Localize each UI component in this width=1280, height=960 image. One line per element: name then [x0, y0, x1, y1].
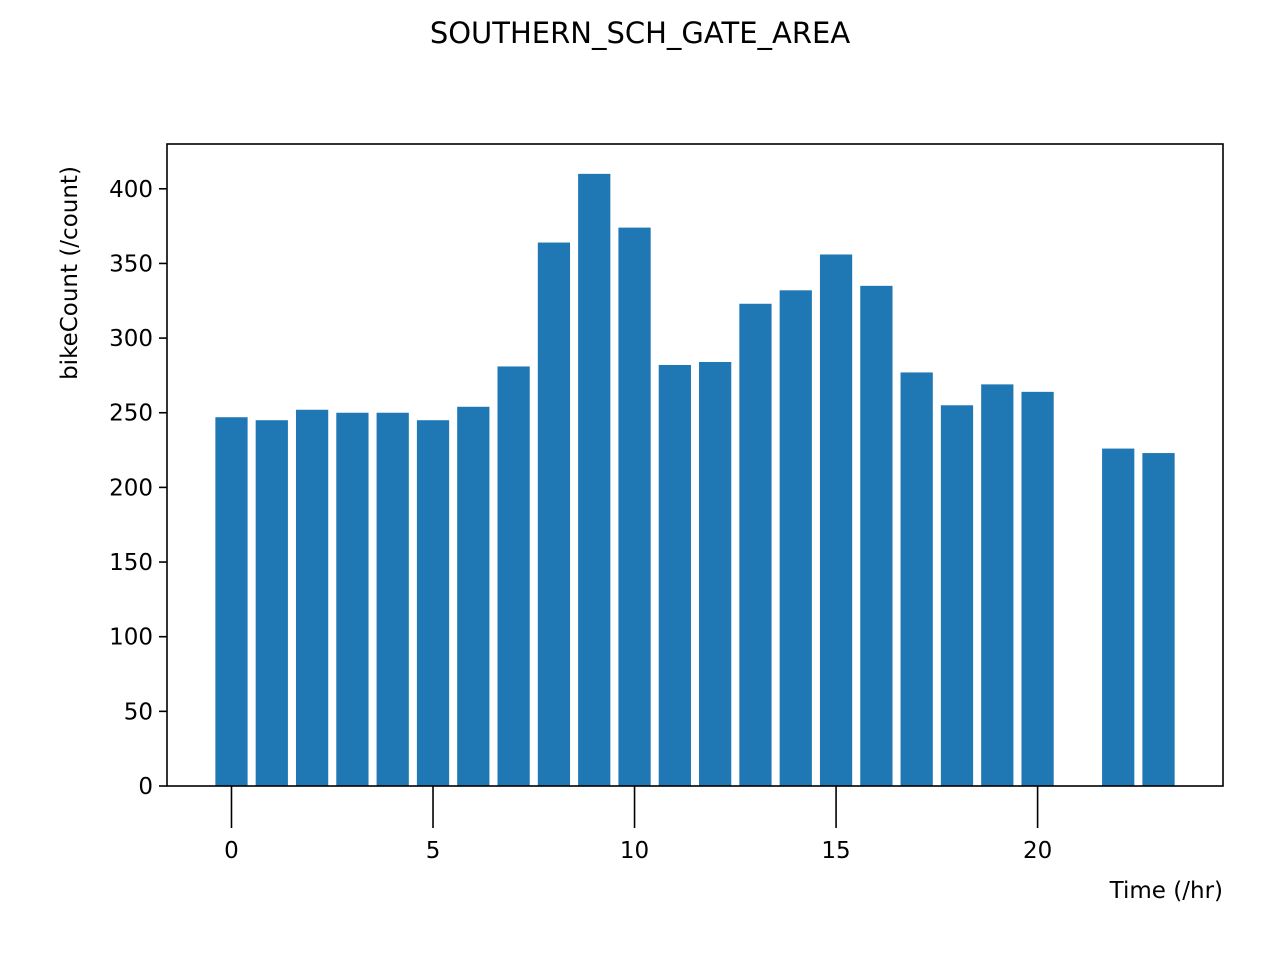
bar-hour-2: [295, 409, 329, 786]
bar-hour-10: [618, 227, 651, 786]
x-tick-label: 10: [620, 838, 649, 864]
chart-title: SOUTHERN_SCH_GATE_AREA: [430, 16, 851, 50]
x-tick-label: 0: [224, 838, 239, 864]
y-tick-label: 250: [109, 401, 153, 427]
y-axis-label: bikeCount (/count): [57, 166, 83, 380]
y-axis-ticks: 0 50 100 150 200 250 300 350 400: [109, 177, 167, 800]
y-tick-label: 50: [124, 699, 153, 725]
bar-hour-17: [900, 372, 933, 786]
x-axis-label: Time (/hr): [1109, 878, 1223, 904]
bar-hour-16: [860, 285, 893, 786]
bar-hour-1: [255, 420, 288, 786]
bar-hour-4: [376, 412, 409, 786]
bar-hour-13: [739, 303, 772, 786]
bar-hour-12: [699, 361, 732, 786]
y-tick-label: 150: [109, 550, 153, 576]
bar-hour-3: [336, 412, 369, 786]
y-tick-label: 100: [109, 625, 153, 651]
x-axis-ticks: 0 5 10 15 20: [224, 786, 1052, 864]
bar-hour-22: [1102, 448, 1135, 786]
y-tick-label: 350: [109, 251, 153, 277]
bar-hour-6: [457, 406, 490, 786]
bar-hour-7: [497, 366, 530, 786]
bar-hour-9: [578, 173, 611, 786]
bar-hour-5: [416, 420, 450, 786]
bars-group: [215, 173, 1175, 787]
bar-hour-15: [819, 254, 853, 787]
y-tick-label: 400: [109, 177, 153, 203]
bar-hour-19: [981, 384, 1014, 786]
bar-hour-11: [658, 364, 691, 786]
y-tick-label: 300: [109, 326, 153, 352]
bar-hour-8: [537, 242, 571, 786]
x-tick-label: 20: [1023, 838, 1052, 864]
plot-frame: [166, 143, 1224, 787]
y-tick-label: 0: [138, 774, 153, 800]
bar-hour-23: [1142, 453, 1175, 786]
x-tick-label: 15: [821, 838, 850, 864]
bar-hour-0: [215, 417, 248, 786]
bar-hour-18: [940, 405, 974, 786]
x-tick-label: 5: [426, 838, 441, 864]
y-tick-label: 200: [109, 475, 153, 501]
bar-hour-20: [1021, 391, 1054, 786]
bar-hour-14: [779, 290, 812, 786]
